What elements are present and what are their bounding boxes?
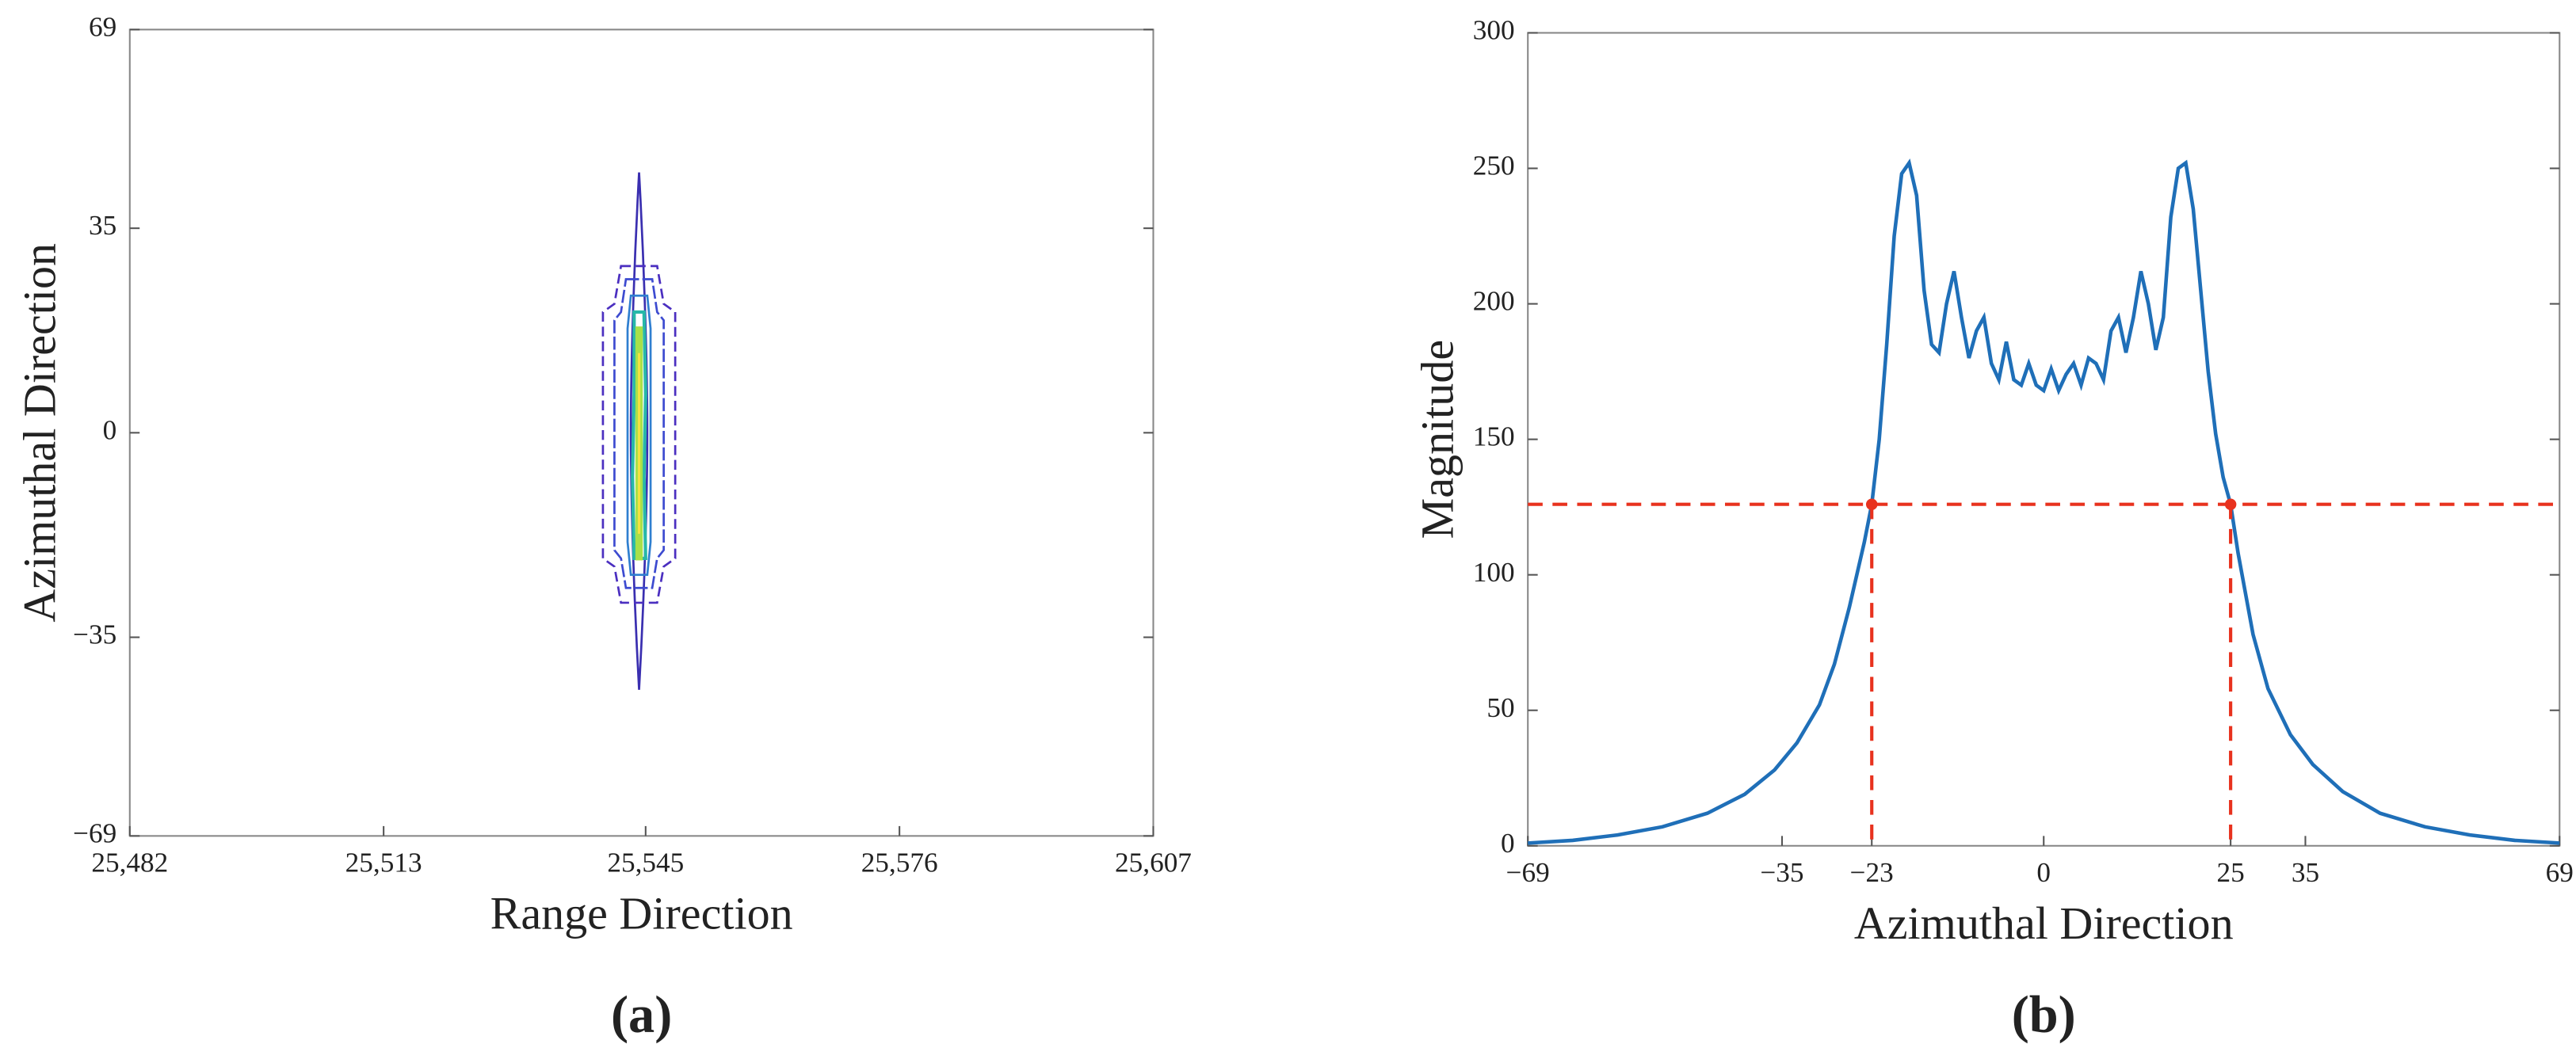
y-tick-label: 0 [103,414,117,445]
y-tick-label: 250 [1473,150,1515,181]
contour-shape [601,172,677,690]
plot-frame [1527,32,2561,847]
y-tick-label: 0 [1501,828,1515,859]
x-tick-label: 25 [2217,857,2245,888]
x-axis-label: Range Direction [490,887,793,939]
y-tick-label: 100 [1473,557,1515,588]
y-tick-label: 200 [1473,286,1515,317]
x-tick-label: 0 [2036,857,2051,888]
x-tick-label: 25,513 [345,848,422,878]
x-tick-label: −23 [1850,857,1894,888]
intersection-marker [1865,498,1878,510]
y-tick-label: 69 [89,11,116,42]
x-tick-label: 25,482 [91,848,168,878]
caption: (b) [2012,986,2076,1044]
x-axis-label: Azimuthal Direction [1854,897,2234,949]
x-tick-label: 25,607 [1115,848,1192,878]
x-tick-label: −69 [1506,857,1550,888]
y-axis-label: Magnitude [1412,340,1464,539]
intersection-marker [2224,498,2237,510]
y-tick-label: −35 [73,619,116,650]
y-tick-label: 300 [1473,15,1515,46]
x-tick-label: 25,576 [861,848,938,878]
x-tick-label: −35 [1760,857,1803,888]
y-tick-label: 150 [1473,421,1515,452]
y-tick-label: −69 [73,817,116,848]
caption: (a) [611,986,672,1044]
y-tick-label: 35 [89,210,116,241]
y-axis-label: Azimuthal Direction [13,243,65,623]
y-tick-label: 50 [1486,692,1514,723]
x-tick-label: 69 [2546,857,2574,888]
x-tick-label: 35 [2292,857,2319,888]
x-tick-label: 25,545 [607,848,684,878]
